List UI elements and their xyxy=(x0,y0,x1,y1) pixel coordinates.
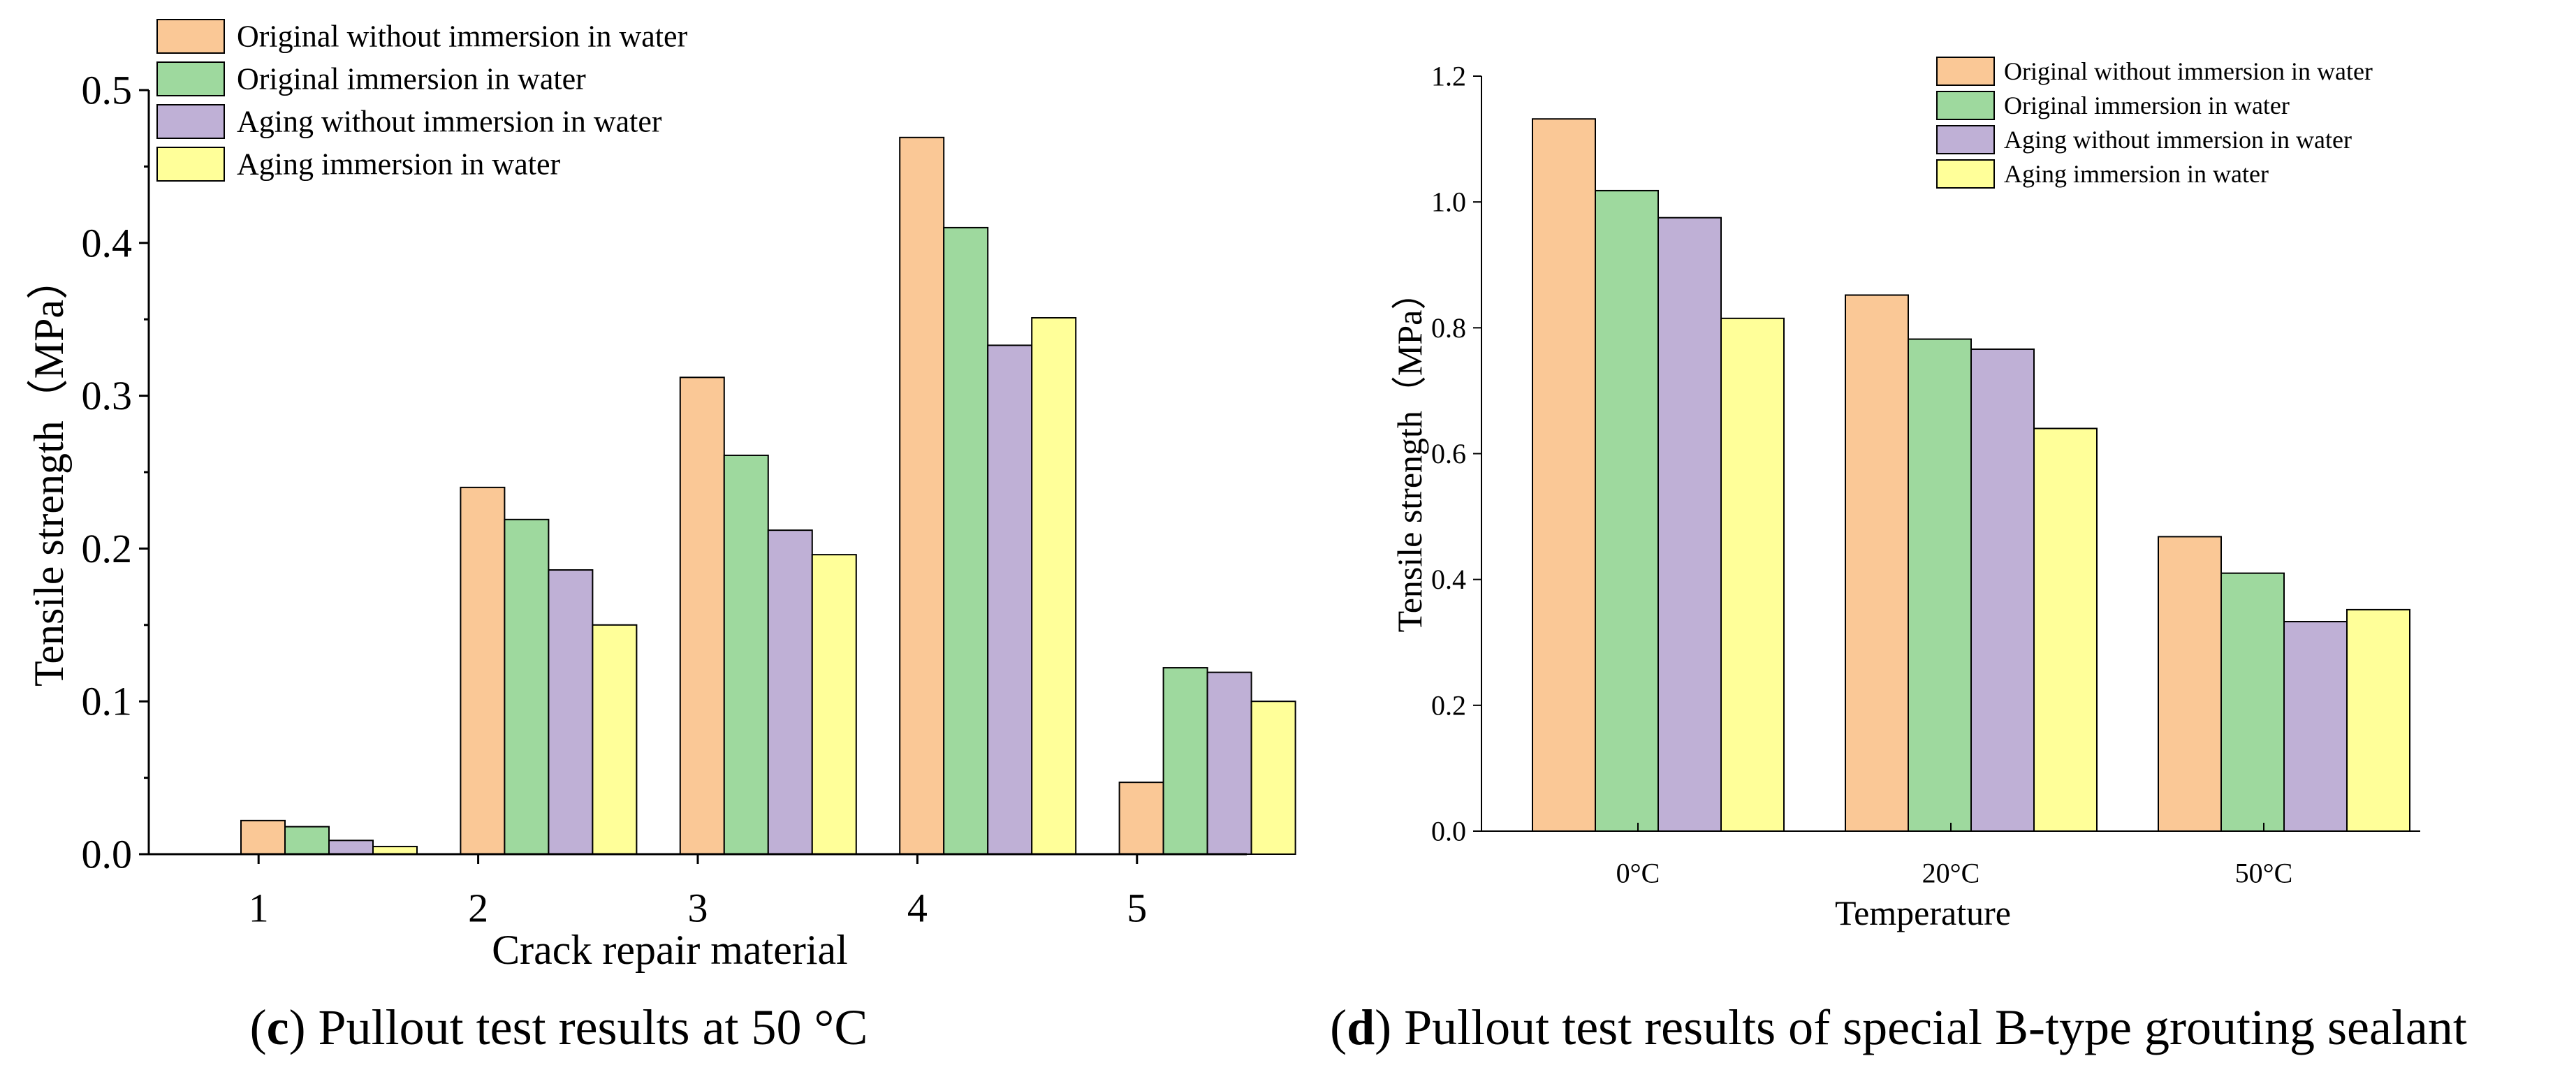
caption-c: (c) Pullout test results at 50 °C xyxy=(250,999,868,1055)
c-bar-s3-c2 xyxy=(811,554,857,855)
d-y-axis-label: Tensile strength（MPa） xyxy=(1390,275,1429,633)
c-y-tick-label: 0.0 xyxy=(82,832,133,877)
c-bar-s2-c3 xyxy=(987,344,1033,855)
d-bar-s0-c2 xyxy=(2158,536,2222,832)
d-legend-swatch-2 xyxy=(1936,125,1995,154)
c-y-tick-label: 0.5 xyxy=(82,68,133,113)
d-bar-s2-c1 xyxy=(1970,348,2035,832)
c-legend-swatch-2 xyxy=(156,104,225,139)
c-x-tick-label: 1 xyxy=(249,886,269,931)
c-bar-s1-c1 xyxy=(504,518,550,855)
c-bar-s1-c0 xyxy=(284,826,330,855)
c-bar-s0-c0 xyxy=(240,819,286,856)
d-y-tick-label: 1.0 xyxy=(1431,186,1466,218)
d-x-tick-label: 50°C xyxy=(2235,858,2293,889)
d-legend-swatch-0 xyxy=(1936,57,1995,86)
d-bar-s0-c1 xyxy=(1845,294,1909,832)
c-x-axis-label: Crack repair material xyxy=(492,927,848,973)
c-bar-s0-c3 xyxy=(899,136,945,855)
c-bar-s3-c1 xyxy=(592,624,638,855)
c-x-tick-label: 5 xyxy=(1127,886,1147,931)
c-legend-label-1: Original immersion in water xyxy=(237,62,586,96)
d-bar-s1-c1 xyxy=(1908,338,1972,832)
c-bar-s0-c2 xyxy=(679,376,725,855)
d-x-tick-label: 0°C xyxy=(1616,858,1660,889)
d-bar-s3-c0 xyxy=(1720,317,1785,832)
c-bar-s1-c3 xyxy=(943,226,989,856)
d-bar-s2-c2 xyxy=(2283,621,2348,833)
d-legend-label-3: Aging immersion in water xyxy=(2004,160,2269,188)
c-y-tick-label: 0.3 xyxy=(82,373,133,418)
c-bar-s3-c3 xyxy=(1031,317,1077,855)
c-legend-swatch-0 xyxy=(156,19,225,54)
c-bar-s1-c2 xyxy=(723,454,769,855)
c-y-tick-label: 0.1 xyxy=(82,679,133,724)
c-x-tick-label: 4 xyxy=(907,886,928,931)
c-legend-label-2: Aging without immersion in water xyxy=(237,105,662,139)
d-bar-s1-c0 xyxy=(1595,189,1659,832)
d-legend-swatch-1 xyxy=(1936,91,1995,120)
c-y-tick-label: 0.4 xyxy=(82,220,133,265)
c-bar-s1-c4 xyxy=(1162,667,1208,856)
c-y-tick-label: 0.2 xyxy=(82,526,133,571)
c-bar-s3-c4 xyxy=(1250,701,1296,856)
d-legend-label-2: Aging without immersion in water xyxy=(2004,126,2352,154)
chart-c: 0.0 0.1 0.2 0.3 0.4 0.5 1 2 3 4 5 Crack repair mate… xyxy=(26,19,1296,973)
c-bar-s3-c0 xyxy=(372,846,418,856)
c-x-tick-label: 3 xyxy=(688,886,708,931)
d-bar-s0-c0 xyxy=(1532,118,1596,833)
d-legend-label-1: Original immersion in water xyxy=(2004,91,2290,119)
d-bar-s1-c2 xyxy=(2220,572,2285,832)
c-legend-swatch-3 xyxy=(156,147,225,182)
chart-d: 0.0 0.2 0.4 0.6 0.8 1.0 1.2 0°C 20°C 50°C Temperat… xyxy=(1390,57,2420,932)
c-bar-s2-c1 xyxy=(548,569,594,855)
d-y-tick-label: 0.8 xyxy=(1431,312,1466,344)
c-bar-s2-c4 xyxy=(1206,671,1252,855)
c-bar-s0-c1 xyxy=(460,486,506,855)
d-y-tick-label: 1.2 xyxy=(1431,61,1466,92)
caption-d: (d) Pullout test results of special B-ty… xyxy=(1330,999,2467,1055)
d-y-tick-label: 0.4 xyxy=(1431,564,1466,595)
c-legend-swatch-1 xyxy=(156,61,225,96)
d-y-tick-label: 0.6 xyxy=(1431,438,1466,469)
c-legend-label-0: Original without immersion in water xyxy=(237,20,688,54)
d-y-tick-label: 0.2 xyxy=(1431,689,1466,721)
d-bar-s3-c1 xyxy=(2033,427,2098,832)
c-legend-label-3: Aging immersion in water xyxy=(237,147,560,182)
c-y-axis-label: Tensile strength（MPa） xyxy=(26,258,72,687)
d-bar-s2-c0 xyxy=(1657,217,1722,832)
d-bar-s3-c2 xyxy=(2346,608,2410,832)
c-x-tick-label: 2 xyxy=(468,886,488,931)
d-y-tick-label: 0.0 xyxy=(1431,816,1466,847)
d-legend-swatch-3 xyxy=(1936,159,1995,189)
d-legend-label-0: Original without immersion in water xyxy=(2004,57,2373,85)
c-bar-s0-c4 xyxy=(1118,782,1164,855)
c-bar-s2-c2 xyxy=(767,529,813,855)
c-bar-s2-c0 xyxy=(328,840,374,855)
d-x-axis-label: Temperature xyxy=(1835,893,2011,932)
d-x-tick-label: 20°C xyxy=(1922,858,1980,889)
